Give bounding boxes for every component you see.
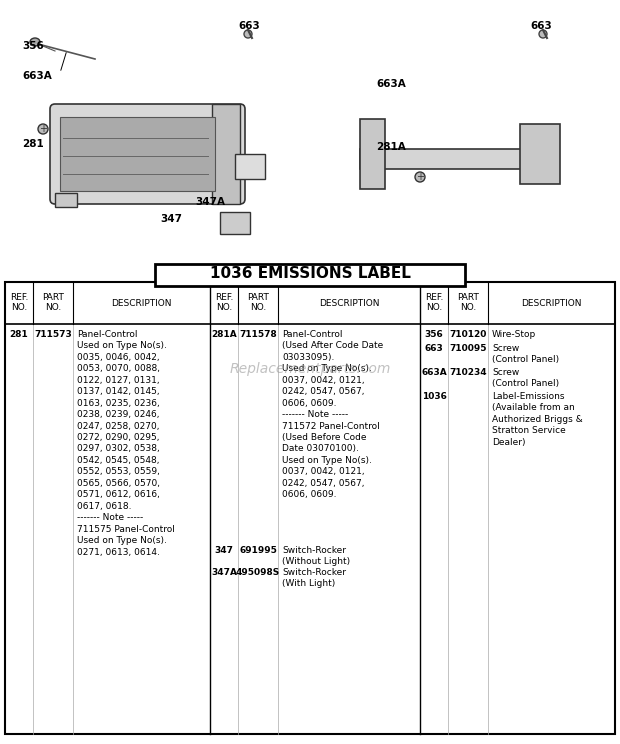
FancyBboxPatch shape — [50, 104, 245, 204]
Bar — [235, 154, 265, 179]
Text: 281: 281 — [22, 139, 44, 149]
Text: 710234: 710234 — [449, 368, 487, 377]
Text: 495098S: 495098S — [236, 568, 280, 577]
Text: Replacementparts.com: Replacementparts.com — [229, 362, 391, 376]
Text: Screw
(Control Panel): Screw (Control Panel) — [492, 368, 559, 388]
Text: 347A: 347A — [211, 568, 237, 577]
Text: PART: PART — [247, 293, 269, 303]
Text: 711578: 711578 — [239, 330, 277, 339]
Bar — [60, 117, 215, 191]
Text: NO.: NO. — [250, 304, 266, 312]
Text: 711573: 711573 — [34, 330, 72, 339]
Text: 281A: 281A — [376, 142, 405, 152]
Bar — [0, 0, 620, 270]
Bar — [360, 119, 385, 189]
Ellipse shape — [30, 38, 40, 46]
Text: DESCRIPTION: DESCRIPTION — [111, 298, 172, 307]
Text: 663: 663 — [530, 21, 552, 31]
Text: 663A: 663A — [22, 71, 51, 81]
Text: 691995: 691995 — [239, 546, 277, 555]
Text: Panel-Control
(Used After Code Date
03033095).
Used on Type No(s).
0037, 0042, 0: Panel-Control (Used After Code Date 0303… — [282, 330, 383, 499]
Text: Screw
(Control Panel): Screw (Control Panel) — [492, 344, 559, 365]
Text: REF.: REF. — [10, 293, 28, 303]
Text: NO.: NO. — [11, 304, 27, 312]
Text: 347A: 347A — [195, 197, 225, 207]
Bar — [55, 193, 77, 207]
Text: Panel-Control
Used on Type No(s).
0035, 0046, 0042,
0053, 0070, 0088,
0122, 0127: Panel-Control Used on Type No(s). 0035, … — [77, 330, 175, 557]
Bar — [360, 149, 540, 169]
Bar — [212, 104, 240, 204]
Bar — [220, 212, 250, 234]
Text: 1036: 1036 — [422, 392, 446, 401]
Text: 710120: 710120 — [450, 330, 487, 339]
Text: 710095: 710095 — [450, 344, 487, 353]
Text: DESCRIPTION: DESCRIPTION — [521, 298, 582, 307]
Text: NO.: NO. — [216, 304, 232, 312]
Text: 356: 356 — [425, 330, 443, 339]
Ellipse shape — [415, 172, 425, 182]
Bar — [520, 124, 560, 184]
Text: 663A: 663A — [376, 79, 405, 89]
Text: REF.: REF. — [215, 293, 233, 303]
Ellipse shape — [539, 30, 547, 38]
Ellipse shape — [38, 124, 48, 134]
Text: 347: 347 — [215, 546, 234, 555]
Text: 281: 281 — [10, 330, 29, 339]
Text: NO.: NO. — [460, 304, 476, 312]
Text: REF.: REF. — [425, 293, 443, 303]
Bar — [155, 264, 465, 286]
Text: Label-Emissions
(Available from an
Authorized Briggs &
Stratton Service
Dealer): Label-Emissions (Available from an Autho… — [492, 392, 583, 447]
Text: Wire-Stop: Wire-Stop — [492, 330, 536, 339]
Text: 663: 663 — [425, 344, 443, 353]
Text: 356: 356 — [22, 41, 44, 51]
Text: PART: PART — [42, 293, 64, 303]
Text: Switch-Rocker
(With Light): Switch-Rocker (With Light) — [282, 568, 346, 589]
Text: 663A: 663A — [421, 368, 447, 377]
Text: +: + — [416, 172, 424, 182]
Ellipse shape — [244, 30, 252, 38]
Text: +: + — [39, 124, 47, 134]
Text: 1036 EMISSIONS LABEL: 1036 EMISSIONS LABEL — [210, 266, 410, 281]
Text: NO.: NO. — [45, 304, 61, 312]
Text: 281A: 281A — [211, 330, 237, 339]
Text: 663: 663 — [238, 21, 260, 31]
Bar — [5, 282, 615, 734]
Text: DESCRIPTION: DESCRIPTION — [319, 298, 379, 307]
Text: Switch-Rocker
(Without Light): Switch-Rocker (Without Light) — [282, 546, 350, 566]
Text: NO.: NO. — [426, 304, 442, 312]
Text: 347: 347 — [160, 214, 182, 224]
Text: PART: PART — [457, 293, 479, 303]
